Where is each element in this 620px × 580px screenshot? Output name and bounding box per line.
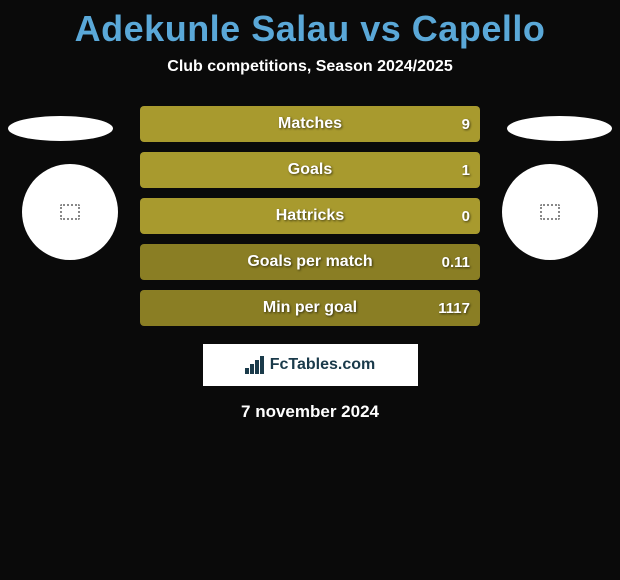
stat-label: Goals [288, 161, 332, 179]
player-circle-right [502, 164, 598, 260]
stat-row-goals-per-match: Goals per match 0.11 [140, 244, 480, 280]
ellipse-right [507, 116, 612, 141]
stat-row-min-per-goal: Min per goal 1117 [140, 290, 480, 326]
player-circle-left [22, 164, 118, 260]
stat-value: 9 [462, 116, 470, 133]
stat-row-matches: Matches 9 [140, 106, 480, 142]
fctables-label: FcTables.com [270, 356, 376, 374]
ellipse-left [8, 116, 113, 141]
stat-value: 0 [462, 208, 470, 225]
stat-row-hattricks: Hattricks 0 [140, 198, 480, 234]
stat-value: 0.11 [442, 254, 470, 271]
stat-value: 1117 [438, 300, 470, 317]
stat-value: 1 [462, 162, 470, 179]
placeholder-icon [60, 204, 80, 220]
page-title: Adekunle Salau vs Capello [0, 0, 620, 50]
stat-label: Matches [278, 115, 342, 133]
date-text: 7 november 2024 [0, 402, 620, 422]
stat-row-goals: Goals 1 [140, 152, 480, 188]
stat-label: Min per goal [263, 299, 357, 317]
stat-label: Goals per match [247, 253, 372, 271]
fctables-icon [245, 356, 264, 374]
stats-list: Matches 9 Goals 1 Hattricks 0 Goals per … [140, 106, 480, 326]
content-area: Matches 9 Goals 1 Hattricks 0 Goals per … [0, 106, 620, 422]
placeholder-icon [540, 204, 560, 220]
stat-label: Hattricks [276, 207, 344, 225]
fctables-badge[interactable]: FcTables.com [203, 344, 418, 386]
subtitle: Club competitions, Season 2024/2025 [0, 58, 620, 76]
